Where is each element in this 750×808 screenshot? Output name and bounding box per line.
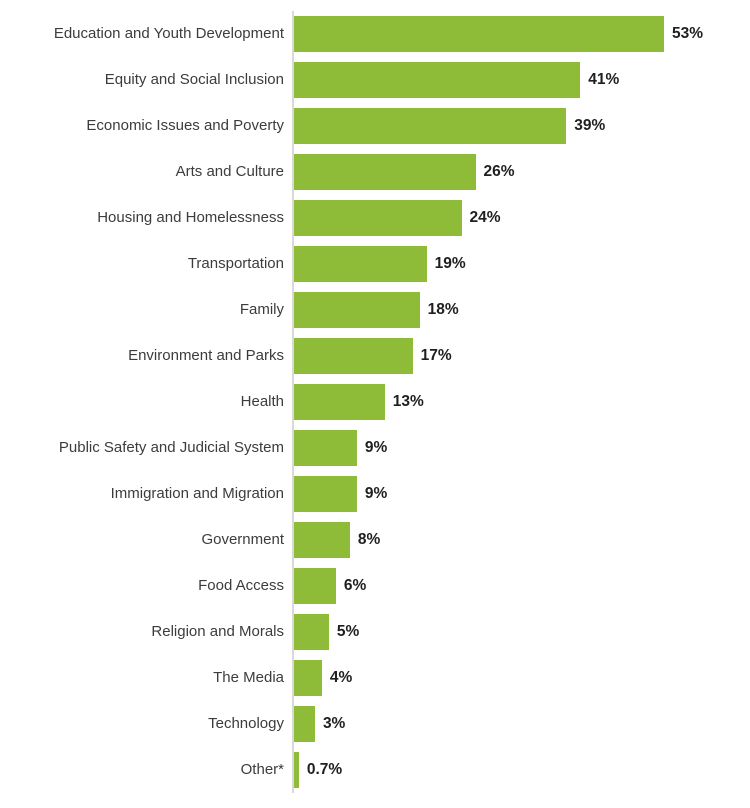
category-label: Other*: [240, 760, 284, 778]
bar: [294, 292, 420, 328]
category-label: Health: [240, 392, 284, 410]
plot-area: 8%: [292, 517, 750, 563]
category-label: Immigration and Migration: [110, 484, 284, 502]
category-label: Family: [239, 300, 284, 318]
value-label: 24%: [469, 209, 501, 226]
category-label: Environment and Parks: [128, 346, 284, 364]
chart-row: Environment and Parks 17%: [0, 333, 750, 379]
value-label: 6%: [343, 577, 367, 594]
bar: [294, 752, 299, 788]
value-label: 19%: [434, 255, 466, 272]
plot-area: 9%: [292, 425, 750, 471]
value-label: 4%: [329, 669, 353, 686]
plot-area: 0.7%: [292, 747, 750, 793]
value-label: 9%: [364, 439, 388, 456]
plot-area: 9%: [292, 471, 750, 517]
category-label: Religion and Morals: [151, 622, 284, 640]
value-label: 17%: [420, 347, 452, 364]
bar: [294, 568, 336, 604]
category-label: Housing and Homelessness: [97, 208, 284, 226]
plot-area: 26%: [292, 149, 750, 195]
chart-row: Government 8%: [0, 517, 750, 563]
bar: [294, 154, 476, 190]
bar: [294, 660, 322, 696]
chart-row: Food Access 6%: [0, 563, 750, 609]
category-label: Public Safety and Judicial System: [58, 438, 284, 456]
chart-row: Housing and Homelessness 24%: [0, 195, 750, 241]
bar: [294, 16, 664, 52]
plot-area: 13%: [292, 379, 750, 425]
category-label: Technology: [208, 714, 284, 732]
chart-row: Public Safety and Judicial System 9%: [0, 425, 750, 471]
value-label: 26%: [483, 163, 515, 180]
value-label: 39%: [574, 117, 606, 134]
value-label: 9%: [364, 485, 388, 502]
plot-area: 53%: [292, 11, 750, 57]
chart-row: Arts and Culture 26%: [0, 149, 750, 195]
bar: [294, 522, 350, 558]
category-label: Government: [201, 530, 284, 548]
chart-row: Family 18%: [0, 287, 750, 333]
chart-row: Economic Issues and Poverty 39%: [0, 103, 750, 149]
bar: [294, 430, 357, 466]
value-label: 5%: [336, 623, 360, 640]
value-label: 0.7%: [306, 761, 343, 778]
category-label: The Media: [213, 668, 284, 686]
plot-area: 41%: [292, 57, 750, 103]
chart-row: Transportation 19%: [0, 241, 750, 287]
value-label: 8%: [357, 531, 381, 548]
category-label: Transportation: [187, 254, 284, 272]
bar: [294, 384, 385, 420]
category-label: Arts and Culture: [175, 162, 284, 180]
chart-row: Religion and Morals 5%: [0, 609, 750, 655]
bar: [294, 246, 427, 282]
plot-area: 3%: [292, 701, 750, 747]
bar: [294, 614, 329, 650]
value-label: 41%: [588, 71, 620, 88]
chart-row: Technology 3%: [0, 701, 750, 747]
value-label: 53%: [672, 25, 704, 42]
plot-area: 6%: [292, 563, 750, 609]
bar: [294, 200, 462, 236]
plot-area: 18%: [292, 287, 750, 333]
category-label: Food Access: [198, 576, 284, 594]
category-label: Equity and Social Inclusion: [104, 70, 284, 88]
value-label: 3%: [322, 715, 346, 732]
category-label: Education and Youth Development: [53, 24, 284, 42]
chart-row: Education and Youth Development 53%: [0, 11, 750, 57]
plot-area: 24%: [292, 195, 750, 241]
plot-area: 39%: [292, 103, 750, 149]
chart-row: Immigration and Migration 9%: [0, 471, 750, 517]
plot-area: 5%: [292, 609, 750, 655]
bar: [294, 62, 581, 98]
plot-area: 17%: [292, 333, 750, 379]
value-label: 13%: [392, 393, 424, 410]
category-label: Economic Issues and Poverty: [86, 116, 284, 134]
chart-row: Other* 0.7%: [0, 747, 750, 793]
chart-row: Equity and Social Inclusion 41%: [0, 57, 750, 103]
value-label: 18%: [427, 301, 459, 318]
bar: [294, 476, 357, 512]
bar: [294, 338, 413, 374]
chart-row: Health 13%: [0, 379, 750, 425]
bar: [294, 108, 567, 144]
plot-area: 4%: [292, 655, 750, 701]
plot-area: 19%: [292, 241, 750, 287]
chart-row: The Media 4%: [0, 655, 750, 701]
bar: [294, 706, 315, 742]
